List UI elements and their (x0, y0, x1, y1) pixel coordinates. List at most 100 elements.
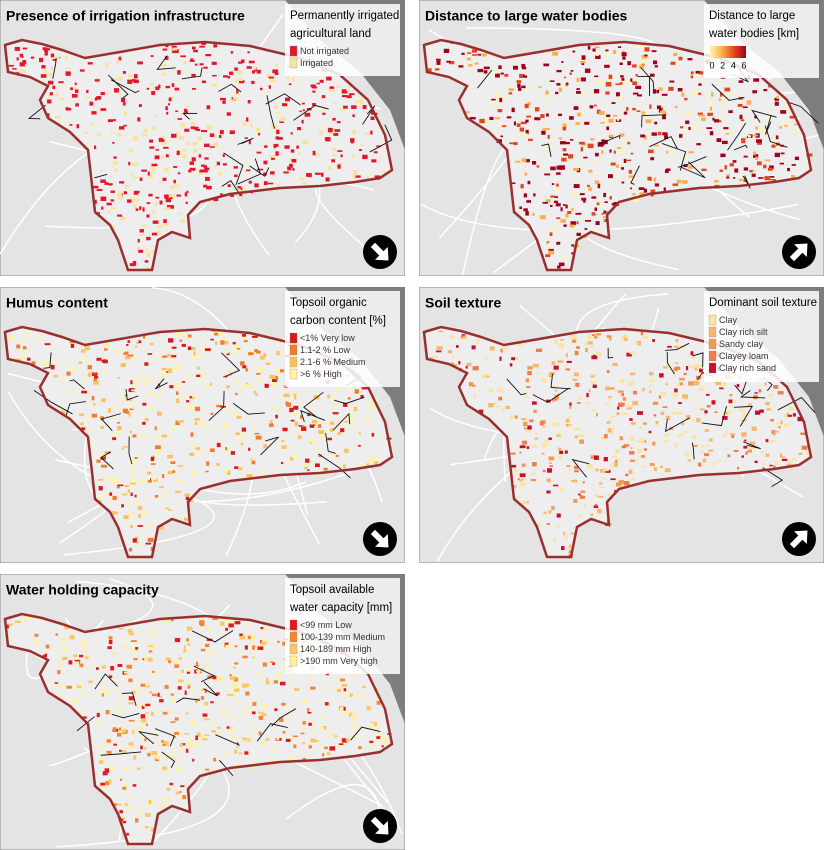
map-cell (588, 187, 592, 192)
map-cell (263, 160, 268, 165)
map-cell (594, 231, 600, 234)
map-cell (147, 537, 154, 542)
map-cell (271, 382, 277, 387)
map-cell (193, 351, 196, 356)
map-cell (553, 537, 557, 542)
map-cell (558, 87, 562, 92)
map-cell (210, 701, 214, 704)
map-cell (293, 393, 297, 396)
municipal-boundary (541, 143, 552, 157)
map-cell (162, 374, 168, 378)
map-cell (337, 431, 342, 435)
map-cell (112, 651, 117, 654)
map-cell (167, 509, 173, 511)
map-cell (329, 132, 333, 136)
map-cell (260, 627, 265, 630)
map-cell (213, 44, 218, 48)
map-cell (517, 478, 521, 481)
map-cell (526, 115, 531, 118)
map-cell (254, 183, 259, 188)
map-cell (724, 98, 730, 101)
map-cell (58, 685, 65, 687)
map-cell (132, 538, 137, 543)
colorbar (710, 46, 746, 58)
map-cell (162, 766, 167, 771)
map-cell (554, 196, 559, 198)
map-cell (615, 457, 622, 460)
map-cell (358, 444, 361, 447)
map-cell (366, 176, 369, 181)
map-cell (222, 100, 226, 104)
map-cell (426, 68, 432, 73)
municipal-boundary (271, 708, 297, 727)
map-cell (190, 121, 196, 126)
map-cell (260, 641, 267, 645)
map-cell (732, 177, 736, 179)
map-cell (214, 438, 218, 442)
map-cell (508, 92, 513, 95)
legend-swatch (289, 45, 298, 57)
map-cell (201, 42, 207, 45)
map-cell (500, 348, 503, 353)
map-cell (520, 184, 524, 189)
map-cell (667, 365, 670, 370)
map-cell (558, 455, 562, 459)
map-cell (334, 129, 341, 132)
map-cell (519, 473, 526, 478)
map-cell (689, 354, 695, 357)
map-cell (649, 73, 655, 77)
map-cell (125, 355, 131, 360)
map-cell (722, 416, 728, 420)
map-cell (740, 119, 745, 122)
municipal-boundary (221, 180, 240, 194)
map-cell (479, 118, 485, 124)
map-cell (133, 657, 138, 661)
map-cell (214, 429, 219, 433)
map-cell (166, 787, 171, 791)
map-cell (679, 382, 684, 386)
map-cell (294, 395, 297, 400)
map-cell (208, 650, 214, 654)
map-cell (601, 150, 604, 155)
map-cell (692, 419, 695, 423)
map-cell (148, 799, 152, 804)
map-cell (42, 65, 45, 68)
map-cell (173, 166, 178, 168)
map-cell (307, 469, 310, 472)
map-cell (591, 212, 596, 216)
colorbar-tick-label: 6 (741, 60, 746, 70)
map-cell (146, 471, 152, 475)
map-cell (630, 422, 636, 425)
map-cell (205, 768, 210, 771)
map-cell (351, 105, 357, 109)
municipal-boundary (665, 342, 690, 351)
map-cell (314, 425, 317, 428)
map-cell (516, 123, 521, 127)
map-cell (371, 742, 377, 746)
map-cell (79, 654, 84, 658)
map-cell (542, 426, 546, 428)
map-cell (206, 185, 212, 190)
legend-label: <99 mm Low (300, 620, 352, 630)
map-cell (751, 426, 757, 431)
map-cell (327, 166, 332, 171)
map-cell (596, 336, 600, 339)
map-cell (509, 142, 515, 145)
map-cell (128, 678, 133, 683)
map-cell (130, 479, 137, 485)
map-cell (612, 455, 617, 459)
map-cell (460, 336, 465, 339)
map-cell (276, 350, 280, 356)
map-cell (688, 165, 694, 169)
map-cell (355, 696, 362, 698)
map-cell (122, 408, 128, 413)
map-cell (592, 384, 597, 388)
map-cell (653, 414, 657, 417)
map-cell (130, 405, 135, 409)
map-cell (322, 112, 326, 115)
map-cell (44, 343, 51, 346)
map-cell (654, 121, 658, 125)
map-cell (685, 120, 690, 124)
map-cell (204, 688, 208, 693)
map-cell (641, 54, 648, 59)
